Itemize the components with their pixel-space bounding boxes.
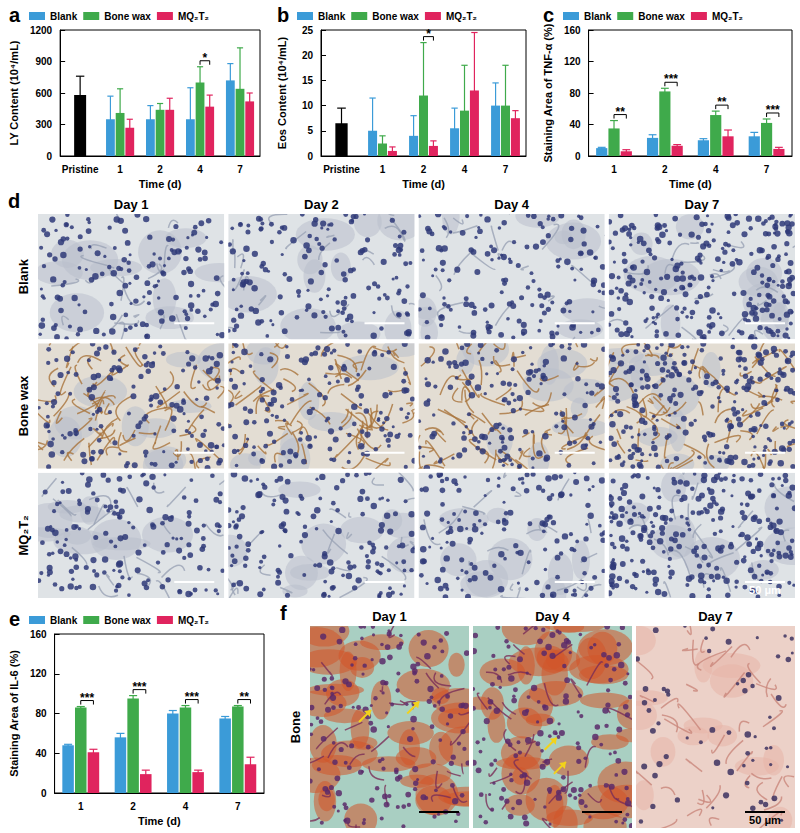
svg-text:Day 7: Day 7: [698, 609, 733, 624]
svg-text:Blank: Blank: [318, 11, 346, 22]
svg-text:MQ₂T₂: MQ₂T₂: [712, 11, 743, 22]
svg-text:LY Content (10⁴/mL): LY Content (10⁴/mL): [8, 40, 20, 145]
svg-text:***: ***: [766, 103, 780, 117]
svg-text:300: 300: [35, 119, 52, 130]
svg-text:**: **: [615, 105, 625, 119]
svg-text:160: 160: [564, 25, 581, 36]
svg-text:Pristine: Pristine: [62, 164, 99, 175]
svg-text:900: 900: [35, 56, 52, 67]
svg-text:10: 10: [302, 100, 314, 111]
svg-text:Day 1: Day 1: [372, 609, 407, 624]
svg-text:7: 7: [503, 164, 509, 175]
svg-text:7: 7: [237, 164, 243, 175]
svg-text:**: **: [239, 690, 249, 704]
svg-text:15: 15: [302, 75, 314, 86]
svg-text:Blank: Blank: [50, 11, 78, 22]
svg-text:7: 7: [764, 164, 770, 175]
svg-text:Time (d): Time (d): [669, 178, 712, 190]
svg-text:120: 120: [30, 668, 47, 679]
svg-text:1: 1: [611, 164, 617, 175]
svg-text:f: f: [280, 602, 287, 624]
svg-text:1: 1: [380, 164, 386, 175]
svg-text:7: 7: [235, 801, 241, 812]
svg-text:1200: 1200: [30, 25, 53, 36]
svg-text:Bone wax: Bone wax: [104, 11, 151, 22]
svg-text:Day 2: Day 2: [304, 197, 339, 212]
svg-text:Day 4: Day 4: [535, 609, 570, 624]
svg-text:Day 4: Day 4: [494, 197, 529, 212]
svg-text:***: ***: [80, 691, 94, 705]
svg-text:4: 4: [183, 801, 189, 812]
svg-text:**: **: [717, 95, 727, 109]
svg-text:120: 120: [564, 56, 581, 67]
svg-text:2: 2: [421, 164, 427, 175]
svg-text:Pristine: Pristine: [323, 164, 360, 175]
svg-text:***: ***: [185, 690, 199, 704]
svg-text:Bone wax: Bone wax: [16, 375, 31, 436]
svg-text:600: 600: [35, 88, 52, 99]
svg-text:d: d: [8, 190, 20, 212]
svg-text:25: 25: [302, 25, 314, 36]
svg-text:*: *: [203, 51, 208, 65]
svg-text:MQ₂T₂: MQ₂T₂: [178, 11, 209, 22]
svg-text:*: *: [426, 27, 431, 41]
svg-text:Staining Area of IL-6 (%): Staining Area of IL-6 (%): [8, 650, 20, 777]
svg-text:4: 4: [197, 164, 203, 175]
svg-text:2: 2: [130, 801, 136, 812]
svg-text:a: a: [9, 4, 21, 26]
svg-text:c: c: [543, 4, 554, 26]
svg-text:2: 2: [662, 164, 668, 175]
svg-text:80: 80: [35, 708, 47, 719]
svg-text:Time (d): Time (d): [138, 815, 181, 827]
svg-text:1: 1: [117, 164, 123, 175]
svg-text:50 μm: 50 μm: [749, 584, 781, 596]
svg-text:MQ₂T₂: MQ₂T₂: [178, 615, 209, 626]
svg-text:***: ***: [664, 72, 678, 86]
svg-text:Bone: Bone: [288, 711, 303, 744]
svg-text:0: 0: [47, 151, 53, 162]
svg-text:20: 20: [302, 50, 314, 61]
svg-text:5: 5: [307, 125, 313, 136]
svg-text:0: 0: [41, 788, 47, 799]
svg-text:50 μm: 50 μm: [749, 814, 781, 826]
svg-text:Blank: Blank: [16, 258, 31, 294]
svg-text:4: 4: [713, 164, 719, 175]
svg-text:Staining Area of TNF-α (%): Staining Area of TNF-α (%): [542, 23, 554, 162]
svg-text:0: 0: [307, 151, 313, 162]
svg-text:160: 160: [30, 629, 47, 640]
svg-text:Day 7: Day 7: [685, 197, 720, 212]
svg-text:Blank: Blank: [50, 615, 78, 626]
svg-text:Time (d): Time (d): [402, 178, 445, 190]
svg-text:Eos Content (10⁴/mL): Eos Content (10⁴/mL): [276, 36, 288, 149]
svg-text:1: 1: [78, 801, 84, 812]
svg-text:4: 4: [462, 164, 468, 175]
svg-text:2: 2: [157, 164, 163, 175]
svg-text:Time (d): Time (d): [139, 178, 182, 190]
svg-text:***: ***: [132, 680, 146, 694]
svg-text:Bone wax: Bone wax: [638, 11, 685, 22]
svg-text:MQ₂T₂: MQ₂T₂: [446, 11, 477, 22]
svg-text:40: 40: [35, 748, 47, 759]
svg-text:Day 1: Day 1: [114, 197, 149, 212]
svg-text:Bone wax: Bone wax: [104, 615, 151, 626]
svg-text:0: 0: [575, 151, 581, 162]
svg-text:80: 80: [569, 88, 581, 99]
svg-text:40: 40: [569, 119, 581, 130]
svg-text:MQ₂T₂: MQ₂T₂: [16, 515, 31, 556]
svg-text:b: b: [277, 4, 289, 26]
svg-text:Bone wax: Bone wax: [372, 11, 419, 22]
svg-text:e: e: [9, 608, 20, 630]
svg-text:Blank: Blank: [584, 11, 612, 22]
